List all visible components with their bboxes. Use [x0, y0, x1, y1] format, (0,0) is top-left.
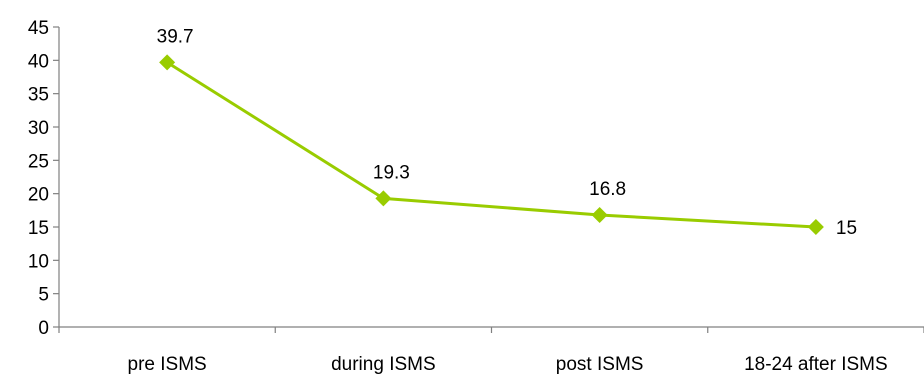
data-label: 15 — [836, 218, 857, 239]
y-tick-label: 10 — [28, 251, 49, 272]
y-tick-label: 25 — [28, 151, 49, 172]
y-axis: 0 5 10 15 20 25 30 35 40 45 — [28, 18, 60, 339]
y-tick-label: 15 — [28, 218, 49, 239]
x-tick-label: during ISMS — [331, 354, 436, 375]
data-label: 19.3 — [373, 162, 410, 183]
y-tick-label: 20 — [28, 185, 49, 206]
data-point-marker — [375, 190, 392, 207]
y-tick-label: 35 — [28, 85, 49, 106]
x-tick-label: pre ISMS — [128, 354, 207, 375]
data-labels: 39.7 19.3 16.8 15 — [157, 26, 857, 239]
y-tick-label: 30 — [28, 118, 49, 139]
y-tick-label: 5 — [38, 285, 49, 306]
data-point-marker — [807, 219, 824, 235]
y-tick-label: 40 — [28, 51, 49, 72]
data-label: 16.8 — [589, 179, 626, 200]
y-tick-label: 45 — [28, 18, 49, 39]
data-point-marker — [159, 54, 176, 71]
data-point-marker — [591, 207, 608, 223]
x-axis: pre ISMS during ISMS post ISMS 18-24 after … — [58, 326, 924, 375]
x-tick-label: 18-24 after ISMS — [744, 354, 888, 375]
x-tick-label: post ISMS — [556, 354, 644, 375]
series-line — [166, 61, 816, 229]
data-label: 39.7 — [157, 26, 194, 47]
y-tick-label: 0 — [38, 318, 49, 339]
series-group — [159, 54, 824, 235]
